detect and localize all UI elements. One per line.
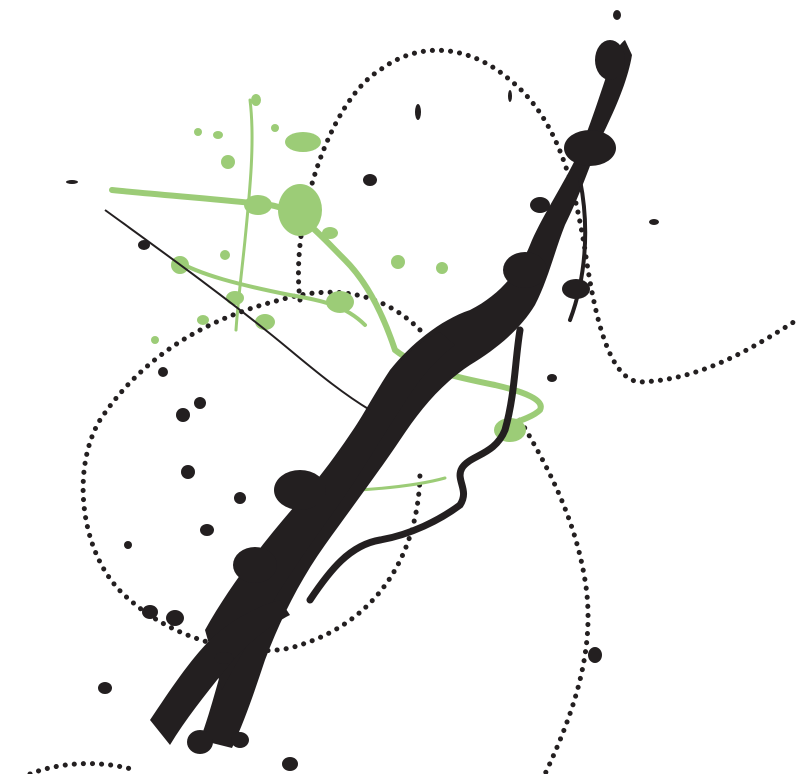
black-blob-10	[166, 610, 184, 626]
green-blob-19	[271, 124, 279, 132]
green-blob-10	[436, 262, 448, 274]
black-blob-18	[415, 104, 421, 120]
black-blob-12	[194, 397, 206, 409]
black-blob-19	[588, 647, 602, 663]
green-blob-1	[278, 184, 322, 236]
green-blob-6	[226, 291, 244, 305]
black-blob-28	[649, 219, 659, 225]
green-blob-14	[194, 128, 202, 136]
black-blob-14	[200, 524, 214, 536]
green-blob-13	[251, 94, 261, 106]
black-blob-29	[613, 10, 621, 20]
green-blob-2	[244, 195, 272, 215]
black-thin-line	[104, 209, 371, 411]
black-wide-body	[205, 332, 455, 690]
green-blob-7	[285, 132, 321, 152]
black-blob-11	[176, 408, 190, 422]
green-streak-lower	[358, 476, 447, 492]
black-blob-26	[124, 541, 132, 549]
black-blob-6	[187, 730, 213, 754]
green-blob-20	[151, 336, 159, 344]
green-blob-8	[221, 155, 235, 169]
black-blob-2	[503, 252, 547, 288]
black-blob-7	[231, 732, 249, 748]
black-blob-5	[233, 547, 277, 583]
black-blob-22	[530, 197, 550, 213]
black-loop-tail	[306, 326, 524, 604]
green-splatter	[109, 94, 544, 492]
black-blob-15	[234, 492, 246, 504]
black-blob-8	[98, 682, 112, 694]
black-blob-4	[274, 470, 326, 510]
black-blob-23	[547, 374, 557, 382]
black-blob-9	[142, 605, 158, 619]
green-blob-9	[391, 255, 405, 269]
black-blob-30	[508, 90, 512, 102]
black-blob-13	[181, 465, 195, 479]
green-blob-17	[197, 315, 209, 325]
black-blob-24	[214, 652, 234, 664]
green-blob-15	[322, 227, 338, 239]
black-blob-27	[66, 180, 78, 184]
green-blob-5	[255, 314, 275, 330]
green-blob-16	[213, 131, 223, 139]
black-lower-fan	[150, 600, 290, 745]
dotted-curves	[27, 47, 800, 774]
black-main-streak	[200, 40, 632, 748]
black-blob-25	[282, 757, 298, 771]
black-blob-3	[595, 40, 625, 80]
dotted-curve-bottom-left	[27, 761, 138, 774]
dotted-curve-top-right	[295, 47, 800, 385]
black-right-streak	[568, 178, 588, 322]
black-blob-17	[138, 240, 150, 250]
black-blob-1	[564, 130, 616, 166]
black-blob-20	[158, 367, 168, 377]
black-blob-16	[363, 174, 377, 186]
black-blob-21	[562, 279, 590, 299]
green-blob-3	[326, 291, 354, 313]
dotted-curve-right-descend	[517, 417, 591, 774]
black-splatter	[66, 10, 659, 771]
green-blob-18	[220, 250, 230, 260]
